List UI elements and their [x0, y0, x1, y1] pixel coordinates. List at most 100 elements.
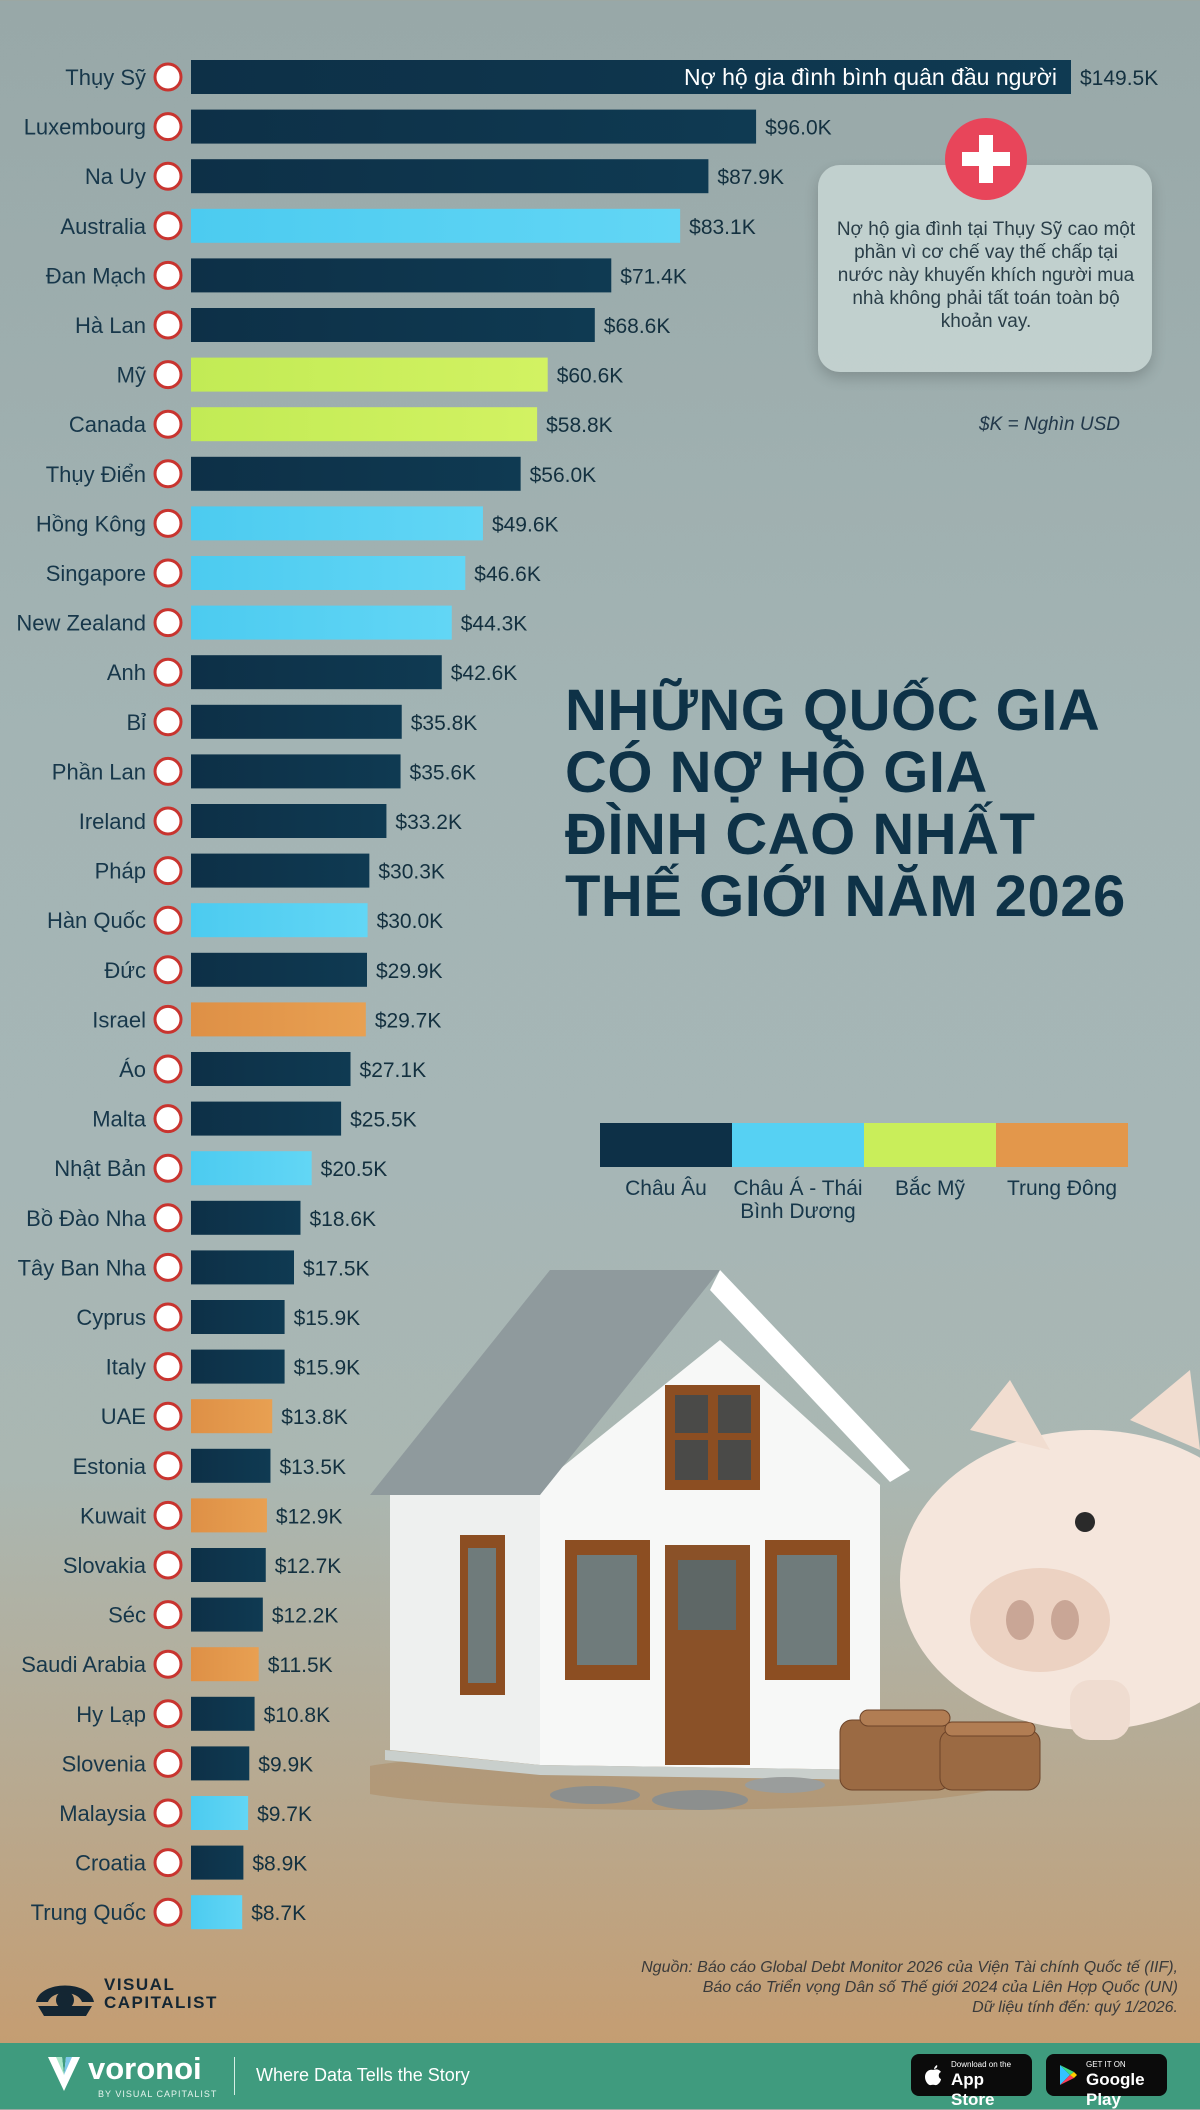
category-label: Anh — [107, 660, 146, 685]
coin — [550, 1786, 640, 1804]
legend-item-north-america: Bắc Mỹ — [864, 1123, 996, 1200]
house-roof-edge — [710, 1270, 910, 1482]
coin-stacks — [839, 1709, 1041, 1791]
legend-swatch — [732, 1123, 864, 1167]
bar — [191, 1647, 259, 1682]
category-label: Hàn Quốc — [47, 908, 146, 933]
value-label: $20.5K — [321, 1158, 388, 1181]
value-label: $15.9K — [294, 1307, 361, 1330]
bar — [191, 556, 466, 590]
callout-text: Nợ hộ gia đình tại Thụy Sỹ cao một phần … — [836, 219, 1136, 332]
flag-icon — [153, 360, 183, 390]
flag-icon — [153, 1302, 183, 1332]
category-label: Tây Ban Nha — [18, 1255, 147, 1280]
value-label: $12.9K — [276, 1505, 343, 1528]
google-play-small: GET IT ON — [1086, 2060, 1126, 2069]
google-play-button[interactable]: GET IT ON Google Play — [1046, 2054, 1167, 2109]
flag-icon — [153, 1054, 183, 1084]
flag-icon — [153, 608, 183, 638]
bar — [191, 952, 367, 987]
source-line: Nguồn: Báo cáo Global Debt Monitor 2026 … — [641, 1959, 1178, 1976]
bar — [191, 1200, 301, 1235]
flag-icon — [153, 508, 183, 538]
bar — [191, 109, 757, 144]
value-label: $46.6K — [474, 563, 541, 586]
bar — [191, 1448, 271, 1483]
flag-icon — [153, 1401, 183, 1431]
voronoi-logo-icon — [48, 2057, 80, 2091]
flag-icon — [153, 856, 183, 886]
unit-note: $K = Nghìn USD — [979, 414, 1120, 435]
app-store-label: App Store — [951, 2070, 995, 2109]
google-play-label: Google Play — [1086, 2070, 1145, 2109]
value-label: $56.0K — [530, 464, 597, 487]
value-label: $35.6K — [410, 761, 477, 784]
legend-item-asia-pacific: Châu Á - Thái Bình Dương — [732, 1123, 864, 1223]
apple-icon — [925, 2065, 941, 2086]
value-label: $9.7K — [257, 1803, 312, 1826]
value-label: $58.8K — [546, 414, 613, 437]
source-line: Báo cáo Triển vọng Dân số Thế giới 2024 … — [702, 1979, 1178, 1996]
flag-icon — [153, 1699, 183, 1729]
value-label: $33.2K — [395, 811, 462, 834]
app-store-small: Download on the — [951, 2060, 1012, 2069]
category-label: Croatia — [75, 1851, 147, 1876]
flag-icon — [153, 1748, 183, 1778]
visual-capitalist-mark-icon — [36, 1985, 94, 2016]
flag-icon — [153, 1550, 183, 1580]
footer-bar: voronoi BY VISUAL CAPITALIST Where Data … — [0, 2043, 1200, 2109]
value-label: $12.2K — [272, 1605, 339, 1628]
value-label: $13.5K — [279, 1456, 346, 1479]
flag-icon — [153, 1153, 183, 1183]
value-label: $17.5K — [303, 1257, 370, 1280]
category-label: Áo — [119, 1057, 146, 1082]
category-label: Australia — [60, 214, 146, 239]
bar — [191, 60, 1071, 94]
value-label: $13.8K — [281, 1406, 348, 1429]
bar — [191, 258, 612, 293]
flag-icon — [153, 211, 183, 241]
value-label: $96.0K — [765, 117, 832, 140]
bar — [191, 1399, 273, 1434]
flag-icon — [153, 260, 183, 290]
category-label: Nhật Bản — [54, 1156, 146, 1181]
category-label: Đan Mạch — [46, 263, 146, 288]
source-note: Nguồn: Báo cáo Global Debt Monitor 2026 … — [478, 1958, 1178, 2018]
flag-icon — [153, 1203, 183, 1233]
flag-icon — [153, 905, 183, 935]
visual-capitalist-logo: VISUAL CAPITALIST — [34, 1970, 244, 2020]
category-label: Slovakia — [63, 1553, 147, 1578]
house-piggy-illustration — [370, 1270, 1200, 1810]
bar — [191, 159, 709, 194]
value-label: $29.9K — [376, 960, 443, 983]
flag-icon — [153, 1848, 183, 1878]
flag-icon — [153, 1500, 183, 1530]
category-label: Canada — [69, 412, 147, 437]
value-label: $83.1K — [689, 216, 756, 239]
flag-icon — [153, 1600, 183, 1630]
bar — [191, 407, 538, 442]
category-label: Israel — [92, 1007, 146, 1032]
bar — [191, 357, 548, 392]
bar — [191, 1052, 351, 1086]
legend-swatch — [600, 1123, 732, 1167]
category-label: Estonia — [73, 1454, 147, 1479]
value-label: $11.5K — [268, 1654, 333, 1677]
flag-icon — [153, 806, 183, 836]
value-label: $10.8K — [264, 1704, 331, 1727]
app-store-button[interactable]: Download on the App Store — [911, 2054, 1032, 2109]
bar — [191, 1845, 244, 1880]
category-label: Cyprus — [76, 1305, 146, 1330]
bar — [191, 1498, 267, 1533]
value-label: $44.3K — [461, 613, 528, 636]
value-label: $30.0K — [377, 910, 444, 933]
value-label: $35.8K — [411, 712, 478, 735]
flag-icon — [153, 459, 183, 489]
page-title: NHỮNG QUỐC GIA CÓ NỢ HỘ GIA ĐÌNH CAO NHẤ… — [565, 680, 1195, 928]
bar — [191, 308, 595, 342]
value-label: $8.9K — [252, 1853, 307, 1876]
value-label: $60.6K — [557, 365, 624, 388]
legend-label: Bắc Mỹ — [894, 1177, 965, 1200]
bar — [191, 704, 402, 739]
